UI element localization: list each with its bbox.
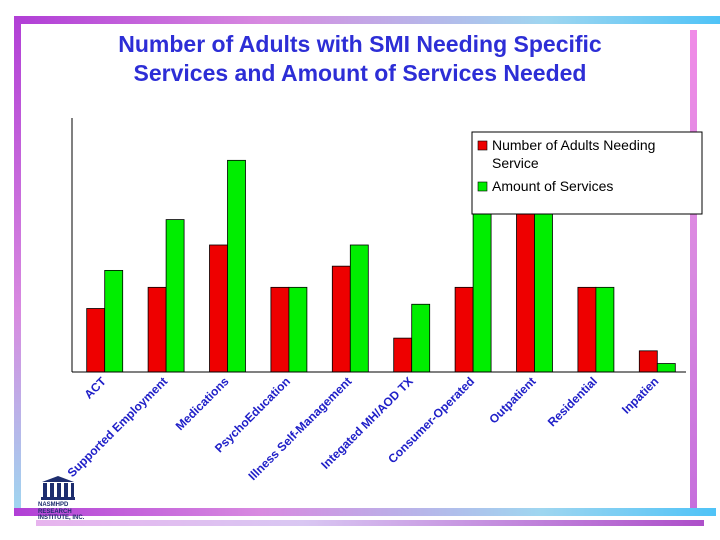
- x-tick-label-3: Medications: [173, 374, 232, 433]
- x-tick-label-1: ACT: [81, 374, 109, 402]
- logo-line-1: NASMHPD: [38, 502, 69, 508]
- chart-title: Number of Adults with SMI Needing Specif…: [30, 30, 690, 88]
- bar-series-2-10: [656, 363, 676, 373]
- legend-swatch-2: [477, 181, 488, 192]
- legend-swatch-1: [477, 140, 488, 151]
- bar-series-1-9: [577, 286, 597, 373]
- left-decorative-bar: [14, 16, 21, 510]
- bar-series-1-1: [86, 308, 106, 373]
- chart-title-line-2: Services and Amount of Services Needed: [133, 60, 587, 86]
- bar-series-1-2: [147, 286, 167, 373]
- logo-line-3: INSTITUTE, INC.: [38, 515, 85, 521]
- bottom-accent-bar: [36, 520, 704, 526]
- chart-title-line-1: Number of Adults with SMI Needing Specif…: [118, 31, 602, 57]
- x-tick-label-10: Inpatien: [619, 374, 661, 416]
- nasmhpd-logo: NASMHPD RESEARCH INSTITUTE, INC.: [38, 476, 94, 522]
- x-tick-label-2: Supported Employment: [65, 374, 171, 480]
- bar-series-1-3: [209, 244, 228, 373]
- bar-series-2-8: [534, 202, 553, 373]
- bar-series-2-9: [595, 286, 615, 373]
- bar-series-2-2: [165, 219, 185, 373]
- x-tick-label-8: Outpatient: [486, 374, 538, 426]
- bottom-decorative-bar: [14, 508, 716, 516]
- bar-series-1-7: [454, 286, 474, 373]
- building-columns-logo-icon: [41, 476, 75, 500]
- bar-series-1-8: [516, 202, 535, 373]
- logo-line-2: RESEARCH: [38, 508, 72, 515]
- x-tick-label-9: Residential: [545, 374, 600, 429]
- bar-series-1-5: [331, 265, 351, 373]
- bar-series-2-1: [104, 269, 124, 373]
- legend-label-2: Amount of Services: [492, 178, 613, 194]
- bar-series-1-10: [638, 350, 658, 373]
- bar-series-2-6: [411, 303, 431, 373]
- x-tick-label-5: Illness Self-Management: [245, 374, 354, 483]
- bar-series-2-4: [288, 286, 308, 373]
- legend-box: [471, 131, 703, 215]
- right-decorative-bar: [690, 30, 697, 510]
- bar-series-2-3: [227, 159, 246, 373]
- top-decorative-bar: [20, 16, 720, 24]
- legend-label-1: Number of Adults Needing Service: [492, 137, 655, 171]
- bar-series-2-5: [349, 244, 369, 373]
- bar-series-1-6: [393, 337, 413, 373]
- bar-series-1-4: [270, 286, 290, 373]
- logo-text: NASMHPD RESEARCH INSTITUTE, INC.: [38, 502, 84, 522]
